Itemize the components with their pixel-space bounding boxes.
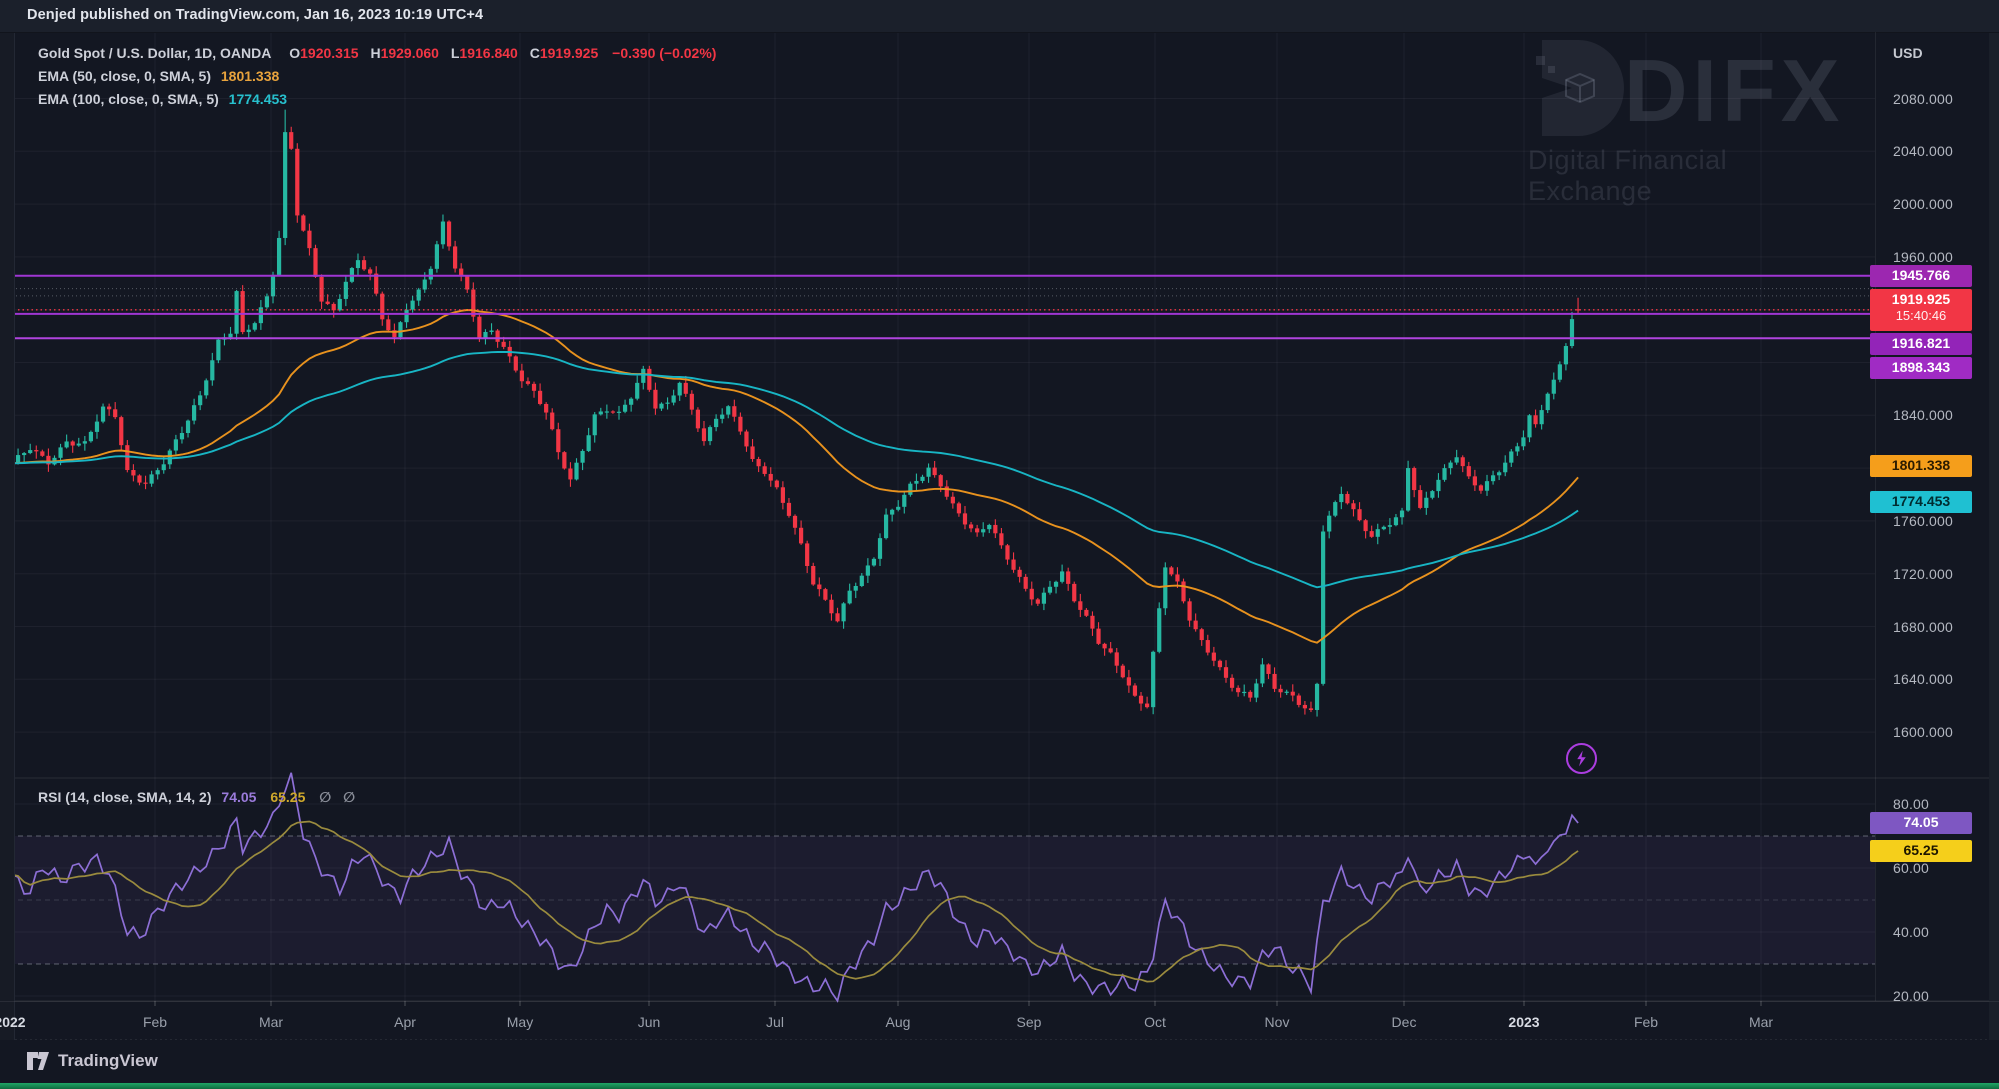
time-axis-month-label: Jul [766, 1014, 784, 1030]
rsi-sma-value: 65.25 [270, 789, 306, 805]
ema50-line [11, 309, 1579, 644]
price-tick-label: 1680.000 [1893, 618, 1953, 635]
ema100-label[interactable]: EMA (100, close, 0, SMA, 5) [38, 91, 219, 107]
time-axis[interactable]: 2022 Feb Mar Apr May Jun Jul Aug Sep Oct Nov Dec 202… [0, 1001, 1999, 1041]
grid-layer [0, 32, 1875, 1001]
rsi-sma-line [11, 820, 1579, 983]
footer-bar: TradingView [0, 1040, 1999, 1083]
price-axis[interactable]: USD 2080.000 2040.000 2000.000 1960.000 1840… [1870, 32, 1999, 1004]
rsi-band [0, 835, 1875, 965]
close-value: 1919.925 [539, 45, 599, 61]
watermark-title: DIFX [1624, 41, 1845, 140]
ema50-label[interactable]: EMA (50, close, 0, SMA, 5) [38, 68, 211, 84]
rsi-tick-label: 40.00 [1893, 924, 1930, 940]
tradingview-brand-text: TradingView [58, 1051, 158, 1070]
time-axis-month-label: Sep [1016, 1014, 1042, 1030]
rsi-tick-label: 20.00 [1893, 988, 1930, 1004]
time-axis-year-label: 2022 [0, 1014, 26, 1030]
change-value: −0.390 (−0.02%) [612, 45, 717, 61]
symbol-legend-row: Gold Spot / U.S. Dollar, 1D, OANDA O1920… [38, 45, 716, 61]
price-label-badge: 1945.766 [1870, 264, 1972, 287]
attribution-text: Denjed published on TradingView.com, Jan… [27, 7, 484, 23]
ema100-line [11, 350, 1579, 589]
price-tick-label: 1720.000 [1893, 565, 1953, 582]
symbol-title[interactable]: Gold Spot / U.S. Dollar, 1D, OANDA [38, 45, 272, 61]
currency-label: USD [1893, 45, 1923, 61]
ema100-legend-row: EMA (100, close, 0, SMA, 5) 1774.453 [38, 91, 287, 107]
rsi-legend-row: RSI (14, close, SMA, 14, 2) 74.05 65.25 … [38, 789, 355, 806]
price-tick-label: 1840.000 [1893, 407, 1953, 424]
rsi-tick-label: 80.00 [1893, 796, 1930, 812]
close-key: C [529, 45, 540, 61]
time-axis-month-label: Jun [637, 1014, 661, 1030]
lightning-icon [1577, 750, 1586, 767]
low-key: L [450, 45, 460, 61]
price-tick-label: 1760.000 [1893, 512, 1953, 529]
rsi-empty-value-2: ∅ [343, 789, 356, 805]
watermark-tagline: Digital Financial Exchange [1528, 145, 1728, 206]
ema50-legend-row: EMA (50, close, 0, SMA, 5) 1801.338 [38, 68, 279, 84]
price-label-badge: 1774.453 [1870, 490, 1972, 513]
candlestick-layer [9, 109, 1581, 717]
price-tick-label: 2040.000 [1893, 143, 1953, 160]
ema100-value: 1774.453 [228, 91, 288, 107]
price-label-badge: 1898.343 [1870, 356, 1972, 379]
price-label-badge: 1801.338 [1870, 455, 1972, 478]
right-edge-strip [1989, 32, 1999, 1040]
time-axis-month-label: Mar [1748, 1014, 1774, 1030]
rsi-line [11, 772, 1579, 1003]
time-axis-month-label: Oct [1144, 1014, 1166, 1030]
low-value: 1916.840 [459, 45, 518, 61]
time-axis-month-label: Nov [1264, 1014, 1290, 1030]
price-label-badge: 1919.925 15:40:46 [1870, 288, 1972, 331]
open-value: 1920.315 [300, 45, 359, 61]
horizontal-price-lines [0, 274, 1875, 340]
time-axis-year-label: 2023 [1508, 1014, 1540, 1030]
tradingview-link[interactable]: TradingView [26, 1051, 158, 1071]
rsi-empty-value-1: ∅ [319, 789, 332, 805]
rsi-label[interactable]: RSI (14, close, SMA, 14, 2) [38, 789, 212, 805]
header-bar: Denjed published on TradingView.com, Jan… [0, 0, 1999, 33]
high-value: 1929.060 [380, 45, 439, 61]
high-key: H [370, 45, 381, 61]
price-label-badge: 74.05 [1870, 812, 1972, 835]
time-axis-month-label: Dec [1391, 1014, 1417, 1030]
open-key: O [289, 45, 301, 61]
price-label-badge: 1916.821 [1870, 332, 1972, 355]
price-label-badge: 65.25 [1870, 840, 1972, 863]
lightning-button[interactable] [1566, 743, 1597, 774]
ema50-value: 1801.338 [220, 68, 280, 84]
price-tick-label: 1960.000 [1893, 248, 1953, 265]
bottom-green-strip [0, 1083, 1999, 1089]
time-axis-month-label: Apr [394, 1014, 416, 1030]
price-tick-label: 2000.000 [1893, 196, 1953, 213]
price-tick-label: 2080.000 [1893, 90, 1953, 107]
difx-logo-icon [1528, 38, 1624, 143]
price-tick-label: 1640.000 [1893, 671, 1953, 688]
left-edge-strip [0, 32, 15, 1082]
rsi-value: 74.05 [221, 789, 257, 805]
rsi-tick-label: 60.00 [1893, 860, 1930, 876]
difx-watermark: DIFX Digital Financial Exchange [1528, 38, 1848, 207]
time-axis-month-label: Feb [142, 1014, 168, 1030]
time-axis-month-label: May [506, 1014, 534, 1030]
time-axis-month-label: Feb [1633, 1014, 1659, 1030]
time-axis-month-label: Mar [258, 1014, 284, 1030]
time-axis-month-label: Aug [885, 1014, 911, 1030]
tradingview-logo-icon [27, 1052, 49, 1070]
price-tick-label: 1600.000 [1893, 724, 1953, 741]
